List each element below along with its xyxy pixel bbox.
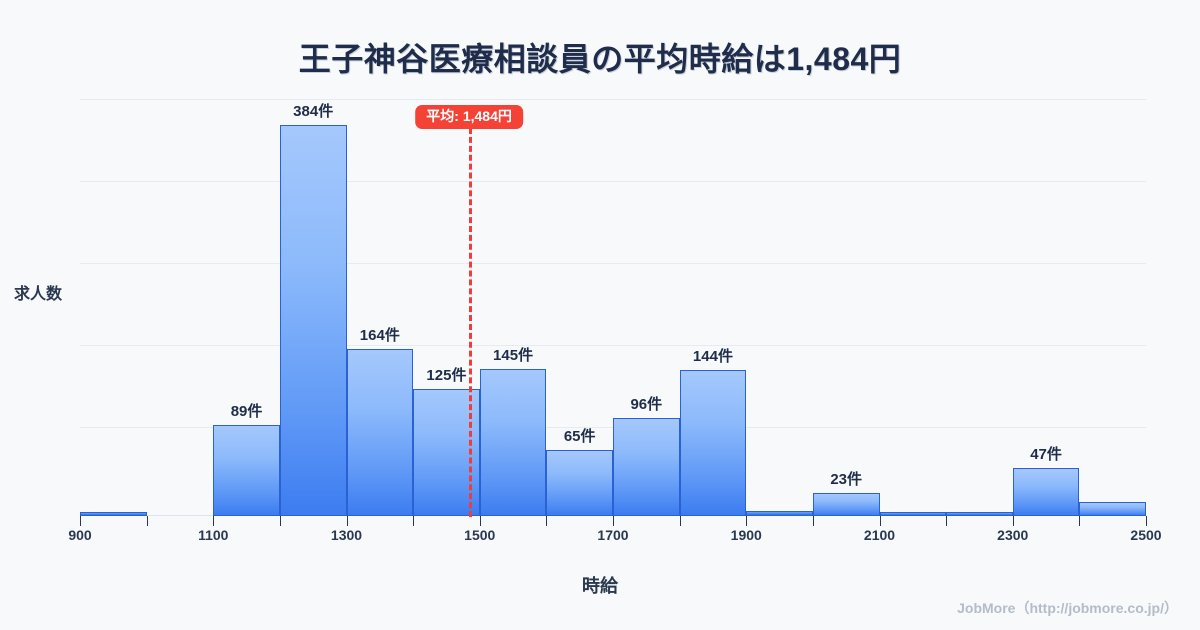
bar: [613, 418, 680, 516]
bar-value-label: 96件: [630, 396, 663, 414]
x-axis-tick-label: 1500: [464, 527, 496, 543]
bar: [946, 511, 1013, 516]
bar: [1012, 468, 1080, 516]
bar: [812, 492, 880, 516]
bar-value-label: 23件: [830, 470, 863, 488]
x-axis-tick-label: 1300: [330, 527, 363, 543]
gridline: [80, 181, 1146, 182]
x-axis-tick: [213, 516, 215, 526]
page-title: 王子神谷医療相談員の平均時給は1,484円: [298, 41, 902, 77]
watermark: JobMore（http://jobmore.co.jp/）: [957, 600, 1178, 616]
x-axis-tick-label: 1100: [198, 527, 229, 543]
gridline: [80, 345, 1146, 346]
bar: [879, 512, 947, 516]
bar-value-label: 89件: [230, 403, 263, 421]
x-axis-tick: [812, 516, 814, 526]
x-axis-label: 時給: [582, 576, 618, 596]
x-axis-tick: [1146, 516, 1147, 526]
bar: [546, 449, 613, 516]
bar-value-label: 65件: [563, 427, 596, 445]
x-axis-tick-label: 1700: [597, 527, 629, 543]
x-axis-tick: [80, 516, 81, 526]
bar: [679, 369, 747, 516]
mean-badge: 平均: 1,484円: [415, 105, 523, 130]
x-axis-tick: [746, 516, 748, 526]
bar-value-label: 144件: [692, 347, 733, 365]
bar: [1079, 501, 1146, 516]
gridline: [80, 99, 1146, 100]
x-axis-tick-label: 1900: [730, 527, 762, 543]
x-axis-tick-label: 2300: [997, 527, 1029, 543]
x-axis-tick: [1012, 516, 1014, 526]
x-axis-tick: [279, 516, 281, 526]
x-axis-tick: [146, 516, 148, 526]
bar: [80, 512, 147, 516]
bar: [279, 125, 347, 516]
x-axis-tick: [613, 516, 614, 526]
bar-value-label: 145件: [493, 346, 534, 364]
x-axis-tick-label: 900: [68, 527, 92, 543]
x-axis-tick: [346, 516, 348, 526]
x-axis-tick: [679, 516, 681, 526]
bar: [479, 368, 547, 516]
x-axis-tick-label: 2100: [863, 527, 896, 543]
bar-value-label: 125件: [426, 366, 467, 384]
x-axis-tick: [546, 516, 548, 526]
plot-area: 89件 384件 164件 125件 145件 65件 96件 144件 23件 47件: [80, 99, 1146, 516]
x-axis-tick: [413, 516, 415, 526]
x-axis-tick: [479, 516, 481, 526]
bar: [213, 425, 280, 516]
x-axis-tick-label: 2500: [1130, 527, 1162, 543]
x-axis-tick: [1079, 516, 1081, 526]
bar-series: 89件 384件 164件 125件 145件 65件 96件 144件 23件 47件: [80, 99, 1146, 516]
bar-value-label: 47件: [1030, 446, 1062, 464]
bar-value-label: 384件: [293, 103, 334, 121]
bar: [746, 510, 813, 516]
bar: [346, 349, 414, 516]
y-axis-label: 求人数: [14, 286, 63, 303]
bar: [413, 388, 480, 516]
x-axis-tick: [879, 516, 881, 526]
gridline: [80, 263, 1146, 264]
mean-line: [469, 128, 473, 517]
x-axis-tick: [946, 516, 948, 526]
bar-value-label: 164件: [359, 327, 400, 345]
